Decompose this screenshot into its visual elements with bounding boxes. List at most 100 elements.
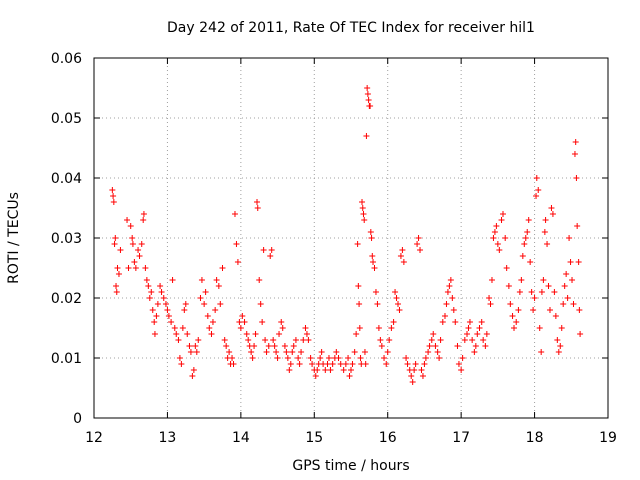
data-point: [213, 277, 220, 283]
data-point: [254, 199, 261, 205]
data-point: [472, 343, 479, 349]
data-point: [290, 343, 297, 349]
data-point: [337, 361, 344, 367]
data-point: [169, 277, 176, 283]
data-point: [186, 343, 193, 349]
data-point: [494, 241, 501, 247]
data-point: [396, 307, 403, 313]
data-point: [518, 277, 525, 283]
data-point: [551, 289, 558, 295]
data-point: [158, 289, 165, 295]
data-point: [113, 283, 120, 289]
data-point: [503, 265, 510, 271]
data-point: [384, 349, 391, 355]
data-point: [201, 301, 208, 307]
y-tick-label-2: 0.02: [51, 291, 82, 307]
data-point: [176, 355, 183, 361]
data-point: [414, 241, 421, 247]
data-point: [515, 307, 522, 313]
data-point: [241, 319, 248, 325]
data-point: [390, 319, 397, 325]
data-point: [295, 355, 302, 361]
data-point: [184, 331, 191, 337]
data-point: [509, 313, 516, 319]
y-tick-label-3: 0.03: [51, 231, 82, 247]
data-point: [259, 319, 266, 325]
data-point: [400, 259, 407, 265]
data-point: [265, 343, 272, 349]
data-point: [403, 355, 410, 361]
data-point: [404, 361, 411, 367]
data-point: [540, 277, 547, 283]
data-point: [381, 355, 388, 361]
data-point: [507, 301, 514, 307]
data-point: [353, 331, 360, 337]
data-point: [444, 289, 451, 295]
data-point: [393, 295, 400, 301]
x-tick-label-4: 16: [379, 430, 397, 446]
data-point: [397, 253, 404, 259]
data-point: [521, 241, 528, 247]
data-point: [268, 247, 275, 253]
data-point: [223, 343, 230, 349]
data-point: [135, 247, 142, 253]
data-point: [572, 139, 579, 145]
data-point: [109, 187, 116, 193]
data-point: [417, 247, 424, 253]
data-point: [143, 277, 150, 283]
data-point: [230, 361, 237, 367]
data-point: [140, 217, 147, 223]
data-point: [171, 325, 178, 331]
data-point: [204, 313, 211, 319]
data-point: [359, 205, 366, 211]
data-point: [281, 343, 288, 349]
chart-title: Day 242 of 2011, Rate Of TEC Index for r…: [167, 20, 535, 36]
y-tick-labels: 0 0.01 0.02 0.03 0.04 0.05 0.06: [51, 51, 82, 427]
data-point: [552, 313, 559, 319]
data-point: [533, 193, 540, 199]
data-point: [428, 337, 435, 343]
data-point: [354, 241, 361, 247]
data-point: [284, 355, 291, 361]
data-point: [195, 337, 202, 343]
data-point: [162, 301, 169, 307]
x-axis-label: GPS time / hours: [292, 458, 409, 474]
data-point: [274, 355, 281, 361]
data-point: [357, 355, 364, 361]
data-point: [455, 361, 462, 367]
data-point: [252, 331, 259, 337]
data-point: [251, 343, 258, 349]
data-point: [153, 313, 160, 319]
data-point: [129, 241, 136, 247]
data-point: [419, 373, 426, 379]
data-point: [124, 217, 131, 223]
data-point: [289, 349, 296, 355]
data-point: [365, 97, 372, 103]
data-point: [576, 307, 583, 313]
data-point: [377, 337, 384, 343]
data-point: [314, 367, 321, 373]
data-point: [273, 349, 280, 355]
data-point: [549, 211, 556, 217]
data-point: [561, 283, 568, 289]
data-point: [493, 223, 500, 229]
data-point: [206, 325, 213, 331]
data-point: [209, 319, 216, 325]
data-point: [178, 361, 185, 367]
data-point: [356, 325, 363, 331]
data-point: [447, 277, 454, 283]
data-point: [309, 361, 316, 367]
data-point: [513, 319, 520, 325]
data-point: [566, 235, 573, 241]
data-point: [454, 343, 461, 349]
data-point: [157, 283, 164, 289]
x-tick-label-0: 12: [85, 430, 103, 446]
data-point: [271, 343, 278, 349]
data-point: [544, 241, 551, 247]
data-point: [522, 235, 529, 241]
data-point: [303, 331, 310, 337]
y-tick-label-5: 0.05: [51, 111, 82, 127]
data-point: [348, 367, 354, 373]
data-point: [511, 325, 518, 331]
data-point: [179, 325, 186, 331]
